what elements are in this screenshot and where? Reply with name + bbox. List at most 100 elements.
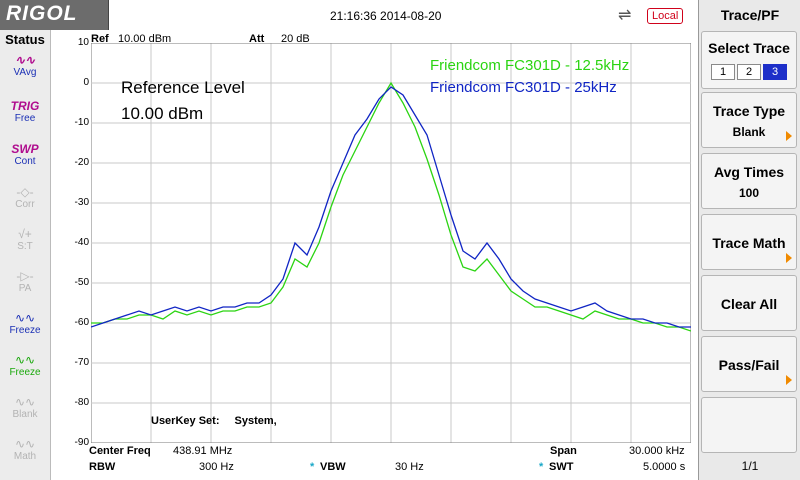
status-freeze-2-label: Freeze — [9, 367, 41, 378]
trace-option-3[interactable]: 3 — [763, 64, 787, 80]
legend-series-1: Friendcom FC301D - 12.5kHz — [430, 57, 630, 74]
trace-type-key[interactable]: Trace Type Blank — [701, 92, 797, 148]
y-tick-label: -60 — [74, 317, 89, 328]
usb-icon: ⇌ — [618, 7, 632, 24]
center-freq-value: 438.91 MHz — [173, 445, 233, 457]
status-st: √+ S:T — [4, 228, 46, 266]
status-freeze-1-label: Freeze — [9, 325, 41, 336]
status-freeze-1: ∿∿ Freeze — [4, 312, 46, 350]
vbw-marker: * — [310, 461, 315, 473]
corr-icon: -◇- — [16, 185, 34, 199]
status-freeze-2: ∿∿ Freeze — [4, 354, 46, 392]
status-math: ∿∿ Math — [4, 438, 46, 476]
status-sweep: SWP Cont — [4, 143, 46, 181]
amplifier-icon: -▷- — [16, 269, 34, 283]
span-value: 30.000 kHz — [629, 445, 685, 457]
swt-marker: * — [539, 461, 544, 473]
date-time: 21:16:36 2014-08-20 — [330, 9, 442, 23]
userkey-label: UserKey Set: — [151, 415, 220, 427]
status-vavg: ∿∿ VAvg — [4, 54, 46, 92]
reference-annotation: Reference Level 10.00 dBm — [121, 75, 245, 127]
st-icon: √+ — [18, 227, 32, 241]
spectrum-graph — [91, 43, 691, 443]
trace-icon: ∿∿ — [14, 437, 36, 451]
settings-bar: Center Freq 438.91 MHz Span 30.000 kHz R… — [50, 443, 698, 480]
status-trig: TRIG Free — [4, 100, 46, 138]
trace-type-value: Blank — [732, 125, 766, 139]
reference-annotation-line1: Reference Level — [121, 78, 245, 97]
y-tick-label: -80 — [74, 397, 89, 408]
status-blank-label: Blank — [12, 409, 38, 420]
status-pa-label: PA — [18, 283, 32, 294]
measurement-header: Ref 10.00 dBm Att 20 dB — [91, 33, 691, 45]
submenu-arrow-icon — [786, 131, 792, 141]
sweep-icon: SWP — [11, 142, 39, 156]
avg-times-key[interactable]: Avg Times 100 — [701, 153, 797, 209]
trace-type-label: Trace Type — [712, 103, 786, 119]
submenu-arrow-icon — [786, 375, 792, 385]
pass-fail-label: Pass/Fail — [718, 357, 780, 373]
y-tick-label: 10 — [77, 37, 89, 48]
menu-title: Trace/PF — [720, 7, 780, 23]
trace-icon: ∿∿ — [14, 311, 36, 325]
status-sweep-label: Cont — [14, 156, 36, 167]
brand-text: RIGOL — [6, 2, 78, 25]
vbw-label: VBW — [320, 461, 346, 473]
trace-line-series-2 — [91, 86, 691, 328]
rbw-label: RBW — [89, 461, 116, 473]
userkey-set: UserKey Set: System, — [151, 415, 277, 427]
status-corr: -◇- Corr — [4, 186, 46, 224]
y-tick-label: -70 — [74, 357, 89, 368]
menu-page-indicator: 1/1 — [741, 459, 759, 473]
status-st-label: S:T — [17, 241, 33, 252]
center-freq-label: Center Freq — [89, 445, 151, 457]
y-tick-label: -10 — [74, 117, 89, 128]
trace-math-label: Trace Math — [712, 235, 786, 251]
userkey-value: System, — [234, 415, 277, 427]
avg-times-label: Avg Times — [713, 164, 785, 180]
y-tick-label: -50 — [74, 277, 89, 288]
trace-icon: ∿∿ — [14, 395, 36, 409]
y-tick-label: -40 — [74, 237, 89, 248]
status-pa: -▷- PA — [4, 270, 46, 308]
status-corr-label: Corr — [15, 199, 35, 210]
status-title: Status — [5, 32, 45, 47]
legend-series-2: Friendcom FC301D - 25kHz — [430, 79, 617, 96]
rbw-value: 300 Hz — [199, 461, 234, 473]
avg-times-value: 100 — [738, 186, 760, 200]
clear-all-label: Clear All — [720, 296, 778, 312]
vbw-value: 30 Hz — [395, 461, 424, 473]
blank-key[interactable] — [701, 397, 797, 453]
trace-math-key[interactable]: Trace Math — [701, 214, 797, 270]
ref-value: 10.00 dBm — [118, 33, 172, 45]
att-label: Att — [249, 33, 265, 45]
select-trace-label: Select Trace — [708, 40, 790, 56]
status-vavg-label: VAvg — [13, 67, 37, 78]
swt-label: SWT — [549, 461, 574, 473]
trace-icon: ∿∿ — [14, 353, 36, 367]
waveform-icon: ∿∿ — [14, 53, 36, 67]
spectrum-plot — [91, 43, 691, 443]
rigol-logo: RIGOL — [0, 0, 109, 30]
trace-line-series-1 — [91, 81, 691, 332]
status-blank: ∿∿ Blank — [4, 396, 46, 434]
y-tick-label: -30 — [74, 197, 89, 208]
trig-icon: TRIG — [10, 99, 40, 113]
status-math-label: Math — [13, 451, 37, 462]
trace-option-1[interactable]: 1 — [711, 64, 735, 80]
trace-option-2[interactable]: 2 — [737, 64, 761, 80]
clear-all-key[interactable]: Clear All — [701, 275, 797, 331]
span-label: Span — [550, 445, 577, 457]
att-value: 20 dB — [281, 33, 310, 45]
y-tick-label: 0 — [83, 77, 89, 88]
status-panel: Status ∿∿ VAvg TRIG Free SWP Cont -◇- Co… — [0, 30, 51, 480]
swt-value: 5.0000 s — [643, 461, 686, 473]
status-trig-label: Free — [14, 113, 36, 124]
top-bar: RIGOL 21:16:36 2014-08-20 ⇌ Local — [0, 0, 698, 32]
local-badge[interactable]: Local — [647, 8, 684, 24]
pass-fail-key[interactable]: Pass/Fail — [701, 336, 797, 392]
y-tick-label: -90 — [74, 437, 89, 448]
reference-annotation-line2: 10.00 dBm — [121, 104, 204, 123]
